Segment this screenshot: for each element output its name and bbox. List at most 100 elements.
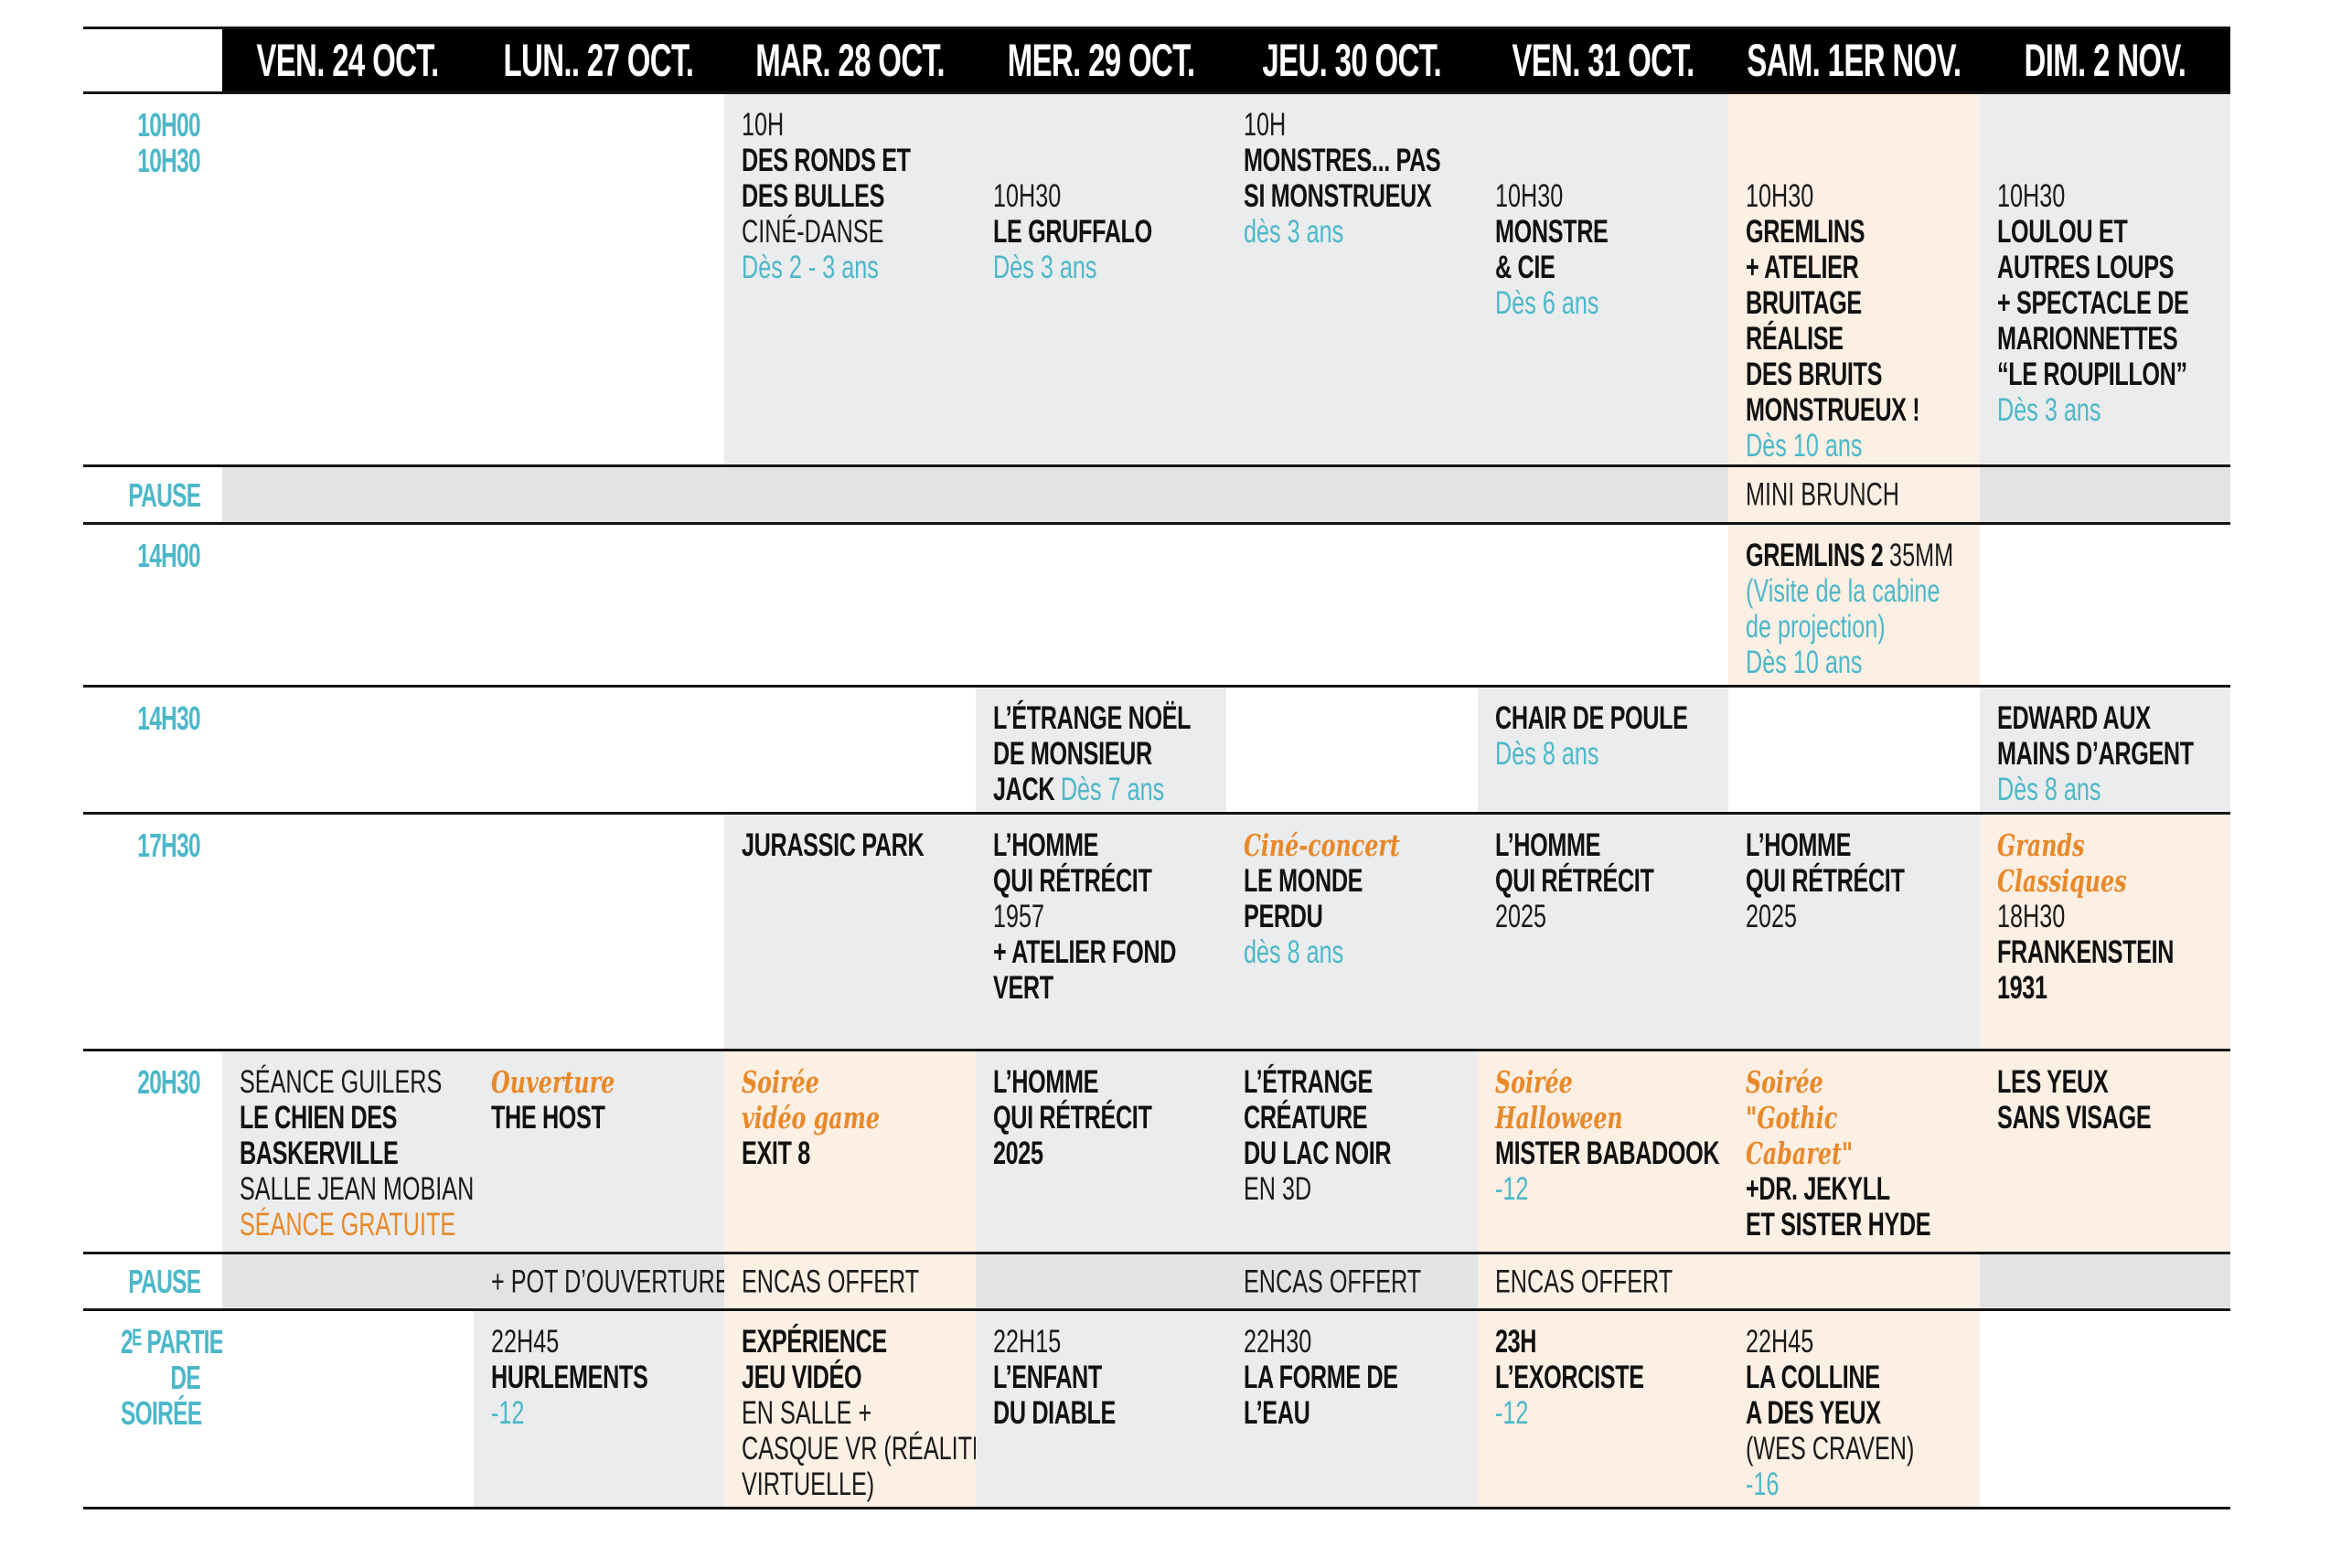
schedule-cell[interactable]: 22H45 HURLEMENTS -12 [473, 1311, 728, 1507]
schedule-cell[interactable]: LES YEUX SANS VISAGE [1979, 1051, 2234, 1252]
schedule-cell[interactable]: ENCAS OFFERT [724, 1254, 976, 1308]
event-title: & CIE [1494, 250, 1555, 285]
event-line: QUI RÉTRÉCIT [993, 863, 1230, 899]
schedule-cell[interactable]: 22H30 LA FORME DE L’EAU [1226, 1311, 1478, 1507]
schedule-cell[interactable]: Ouverture THE HOST [473, 1051, 724, 1252]
event-detail: SALLE JEAN MOBIAN [240, 1171, 475, 1207]
event-line: DES BRUITS [1746, 357, 1983, 392]
event-line: MINI BRUNCH [1746, 477, 1983, 513]
schedule-cell[interactable]: L’HOMME QUI RÉTRÉCIT 1957 + ATELIER FOND VE… [975, 815, 1230, 1049]
time-label-line: 2ᴱ PARTIE [120, 1323, 224, 1360]
schedule-cell[interactable]: 10H30 MONSTRE & CIE Dès 6 ans [1477, 94, 1728, 464]
event-title: QUI RÉTRÉCIT [1746, 863, 1905, 899]
schedule-cell[interactable]: 22H15 L’ENFANT DU DIABLE [975, 1311, 1230, 1507]
schedule-cell[interactable]: Grands Classiques 18H30 FRANKENSTEIN 1931 [1979, 815, 2234, 1049]
event-line: Soirée [1495, 1064, 1732, 1100]
event-line: DE MONSIEUR [993, 736, 1230, 772]
event-detail: CINÉ-DANSE [742, 214, 884, 250]
event-line: Classiques [1997, 863, 2234, 899]
event-line: SI MONSTRUEUX [1244, 178, 1480, 214]
event-title: BASKERVILLE [240, 1136, 399, 1171]
event-line: DES RONDS ET [742, 143, 978, 178]
event-title: LE GRUFFALO [992, 214, 1152, 250]
event-line: L’EAU [1244, 1395, 1480, 1431]
schedule-cell[interactable]: 22H45 LA COLLINE A DES YEUX (WES CRAVEN) -16 [1728, 1311, 1980, 1507]
schedule-cell[interactable]: ENCAS OFFERT [1477, 1254, 1728, 1308]
schedule-cell [222, 815, 474, 1049]
event-line: 2025 [1746, 899, 1983, 934]
event-line: LES YEUX [1997, 1064, 2234, 1100]
event-line: dès 8 ans [1244, 934, 1480, 970]
event-title: BRUITAGE [1746, 285, 1862, 321]
event-title: EXPÉRIENCE [742, 1324, 887, 1360]
schedule-cell[interactable]: EDWARD AUX MAINS D’ARGENT Dès 8 ans [1979, 688, 2234, 812]
schedule-cell[interactable]: 23H L’EXORCISTE -12 [1477, 1311, 1728, 1507]
schedule-cell[interactable]: EXPÉRIENCE JEU VIDÉO EN SALLE + CASQUE VR (… [724, 1311, 988, 1507]
schedule-cell[interactable]: CHAIR DE POULE Dès 8 ans [1477, 688, 1728, 812]
schedule-cell[interactable]: 10H DES RONDS ET DES BULLES CINÉ-DANSE Dès 2… [724, 94, 976, 464]
schedule-cell[interactable]: L’HOMME QUI RÉTRÉCIT 2025 [1728, 815, 1980, 1049]
event-theme: Soirée [1746, 1064, 1823, 1100]
event-title: + SPECTACLE DE [1996, 285, 2189, 321]
age-rating: (Visite de la cabine [1746, 573, 1940, 609]
schedule-cell[interactable]: L’HOMME QUI RÉTRÉCIT 2025 [975, 1051, 1230, 1252]
schedule-cell[interactable]: GREMLINS 2 35MM (Visite de la cabine de pr… [1728, 525, 1980, 685]
schedule-cell[interactable]: Soirée "Gothic Cabaret" +DR. JEKYLL ET SISTE… [1728, 1051, 1980, 1252]
schedule-cell[interactable]: JURASSIC PARK [724, 815, 976, 1049]
free-notice: SÉANCE GRATUITE [240, 1207, 456, 1243]
pause-row: PAUSE + POT D’OUVERTURE ENCAS OFFERT ENCAS … [83, 1254, 2230, 1311]
schedule-cell [724, 467, 976, 522]
event-line: + ATELIER [1746, 250, 1983, 285]
event-line: Dès 8 ans [1997, 772, 2234, 807]
event-line: QUI RÉTRÉCIT [993, 1100, 1230, 1136]
schedule-cell [1979, 1311, 2230, 1507]
event-title: LA FORME DE [1244, 1360, 1398, 1395]
schedule-cell[interactable]: 10H30 GREMLINS + ATELIER BRUITAGE RÉALISE DES… [1728, 94, 1980, 464]
event-line: ET SISTER HYDE [1746, 1207, 1983, 1243]
day-header: VEN. 24 OCT. [222, 29, 474, 91]
schedule-cell[interactable]: 10H MONSTRES... PAS SI MONSTRUEUX dès 3 ans [1226, 94, 1478, 464]
event-line: DES BULLES [742, 178, 978, 214]
event-detail: VIRTUELLE) [742, 1467, 875, 1502]
schedule-cell[interactable]: 10H30 LOULOU ET AUTRES LOUPS + SPECTACLE DE… [1979, 94, 2230, 464]
event-line: HURLEMENTS [491, 1360, 728, 1395]
event-line: 22H15 [993, 1324, 1230, 1360]
event-line: ENCAS OFFERT [1244, 1264, 1480, 1299]
event-title: DU LAC NOIR [1244, 1136, 1392, 1171]
event-line: CINÉ-DANSE [742, 214, 978, 250]
event-line: QUI RÉTRÉCIT [1746, 863, 1983, 899]
schedule-cell[interactable]: + POT D’OUVERTURE [473, 1254, 730, 1308]
age-rating: -12 [1494, 1395, 1528, 1431]
event-title: DU DIABLE [992, 1395, 1116, 1431]
event-title: ET SISTER HYDE [1746, 1207, 1931, 1243]
event-title: DES BRUITS [1746, 357, 1883, 392]
event-theme: Ouverture [490, 1064, 615, 1100]
time-slot-row: 14H30 L’ÉTRANGE NOËL DE MONSIEUR JACK Dès 7… [83, 688, 2230, 815]
schedule-cell[interactable]: L’ÉTRANGE NOËL DE MONSIEUR JACK Dès 7 ans [975, 688, 1230, 812]
schedule-cell[interactable]: MINI BRUNCH [1728, 467, 1980, 522]
event-title: JURASSIC PARK [742, 827, 925, 863]
event-line: PERDU [1244, 899, 1480, 934]
event-line: EXPÉRIENCE [742, 1324, 978, 1360]
event-line: MONSTRUEUX ! [1746, 392, 1983, 428]
schedule-cell[interactable]: SÉANCE GUILERS LE CHIEN DES BASKERVILLE SAL… [222, 1051, 474, 1252]
schedule-cell[interactable]: 10H30 LE GRUFFALO Dès 3 ans [975, 94, 1226, 464]
event-title: AUTRES LOUPS [1996, 250, 2174, 285]
event-detail: ENCAS OFFERT [742, 1264, 920, 1299]
schedule-cell [1728, 688, 1980, 812]
schedule-cell[interactable]: ENCAS OFFERT [1226, 1254, 1478, 1308]
event-line: 2025 [993, 1136, 1230, 1171]
event-theme: Halloween [1494, 1100, 1623, 1136]
event-detail: 35MM [1889, 538, 1954, 573]
schedule-cell[interactable]: L’HOMME QUI RÉTRÉCIT 2025 [1477, 815, 1728, 1049]
event-line: Ciné-concert [1244, 827, 1480, 863]
event-line: ENCAS OFFERT [742, 1264, 978, 1299]
schedule-cell[interactable]: Soirée Halloween MISTER BABADOOK -12 [1477, 1051, 1732, 1252]
event-title: LOULOU ET [1996, 214, 2128, 250]
event-title: QUI RÉTRÉCIT [992, 1100, 1152, 1136]
header-corner [83, 29, 222, 91]
schedule-cell[interactable]: Soirée vidéo game EXIT 8 [724, 1051, 976, 1252]
event-line: L’HOMME [1746, 827, 1983, 863]
schedule-cell[interactable]: Ciné-concert LE MONDE PERDU dès 8 ans [1226, 815, 1478, 1049]
schedule-cell[interactable]: L’ÉTRANGE CRÉATURE DU LAC NOIR EN 3D [1226, 1051, 1478, 1252]
